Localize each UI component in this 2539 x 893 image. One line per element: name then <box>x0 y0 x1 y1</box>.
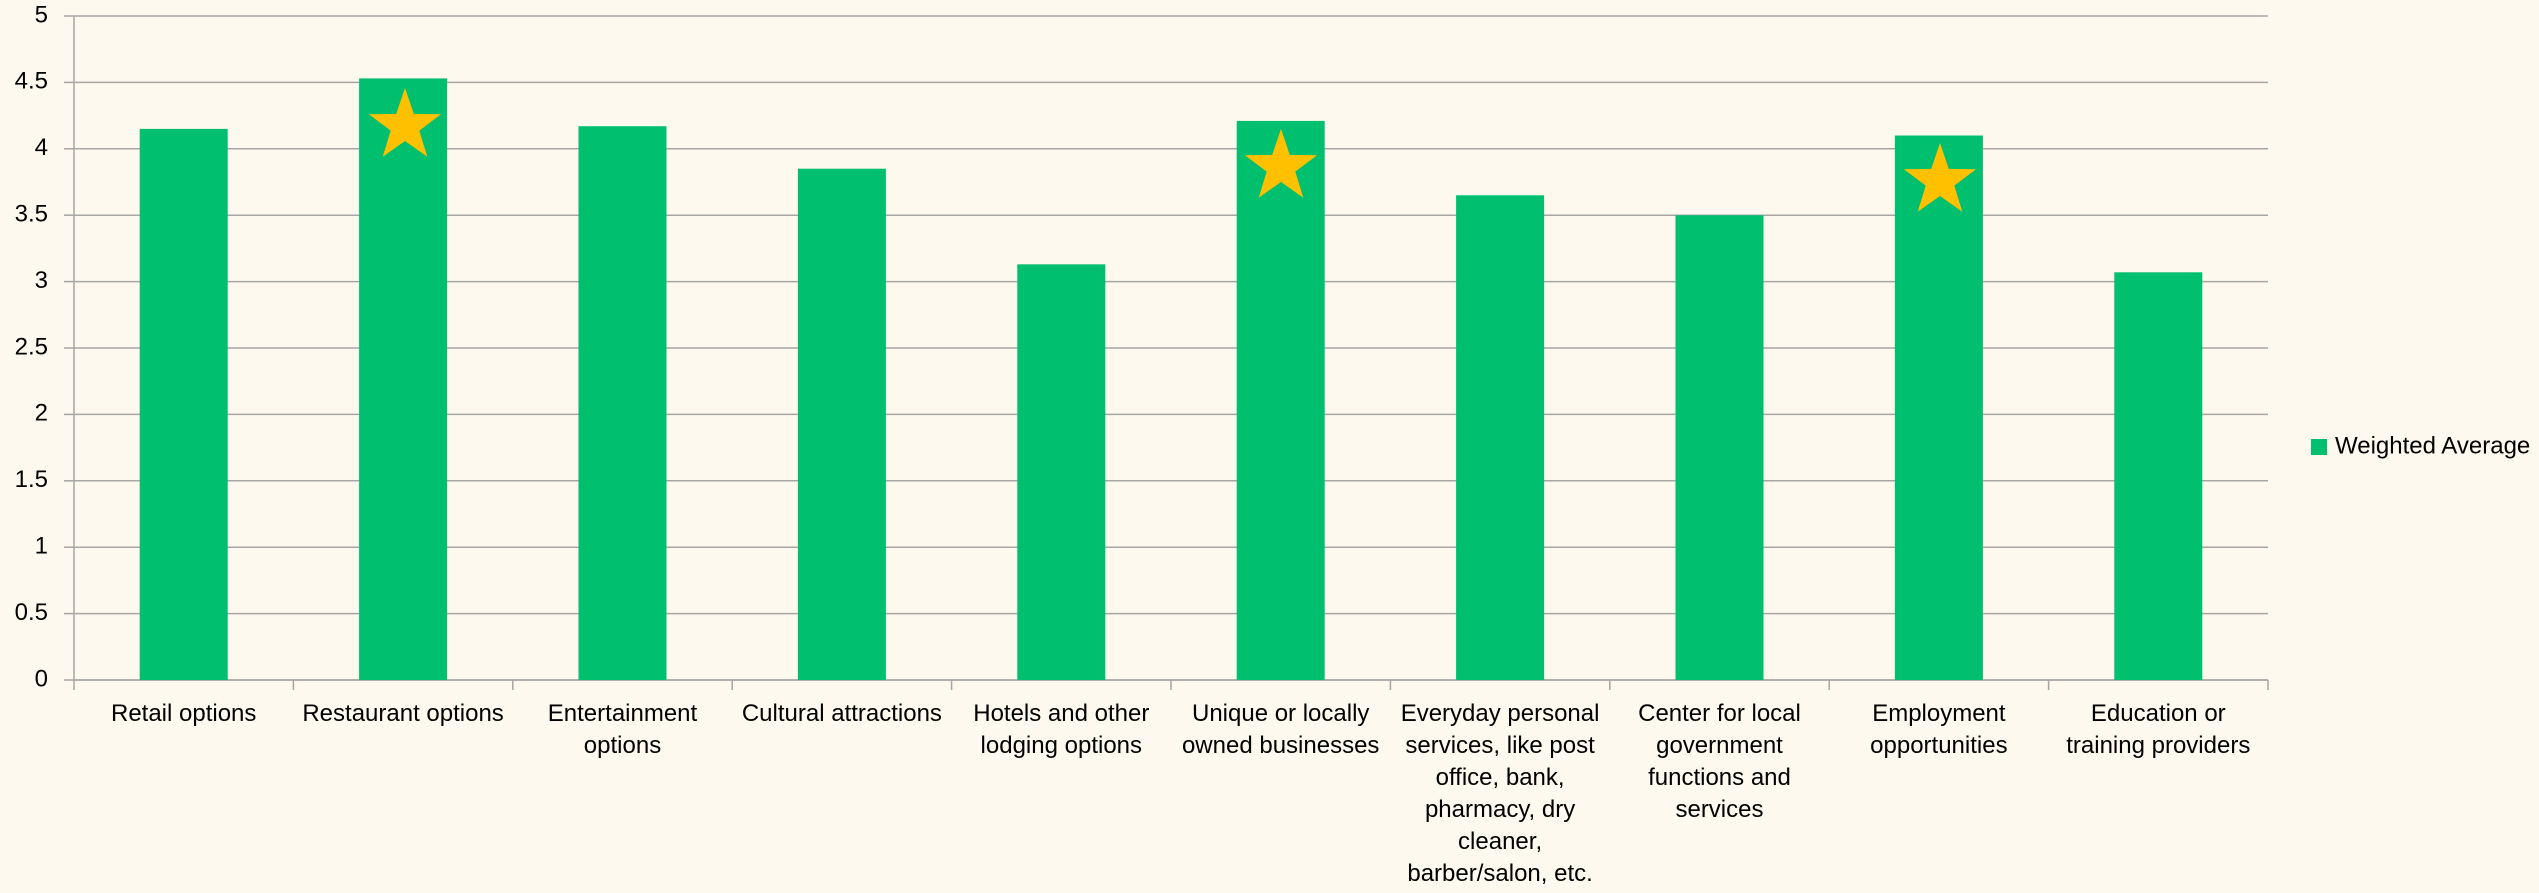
y-tick-label: 1.5 <box>15 466 48 493</box>
bar <box>797 168 886 680</box>
bar <box>359 78 448 680</box>
y-tick-label: 4.5 <box>15 68 48 95</box>
x-tick-label: Hotels and other lodging options <box>973 700 1150 759</box>
x-tick-label: Entertainment options <box>547 700 698 759</box>
x-tick-label: Retail options <box>110 700 257 727</box>
bar <box>139 128 228 680</box>
x-tick-label: Education or training providers <box>2066 700 2251 759</box>
y-tick-label: 0 <box>35 665 48 692</box>
x-tick-label: Cultural attractions <box>741 700 942 727</box>
x-tick-label: Unique or locally owned businesses <box>1181 700 1380 759</box>
y-tick-label: 2 <box>35 400 48 427</box>
y-tick-label: 3 <box>35 267 48 294</box>
y-tick-label: 3.5 <box>15 201 48 228</box>
star-icon <box>1903 143 1977 212</box>
legend-label: Weighted Average <box>2335 432 2530 459</box>
bar <box>578 126 667 680</box>
bar <box>1017 264 1106 680</box>
x-tick-label: Center for local government functions an… <box>1638 700 1801 823</box>
legend-swatch <box>2311 439 2327 455</box>
bar <box>1236 120 1325 681</box>
y-tick-label: 1 <box>35 533 48 560</box>
y-tick-label: 5 <box>35 1 48 28</box>
y-tick-label: 0.5 <box>15 599 48 626</box>
bar <box>2114 272 2203 680</box>
x-tick-label: Everyday personal services, like post of… <box>1400 700 1600 887</box>
x-tick-label: Employment opportunities <box>1870 700 2008 759</box>
star-icon <box>1244 129 1318 198</box>
bar <box>1894 135 1983 680</box>
bar <box>1456 195 1545 680</box>
bar <box>1675 215 1764 680</box>
y-tick-label: 4 <box>35 134 48 161</box>
star-icon <box>368 88 442 157</box>
y-tick-label: 2.5 <box>15 333 48 360</box>
x-tick-label: Restaurant options <box>302 700 504 727</box>
